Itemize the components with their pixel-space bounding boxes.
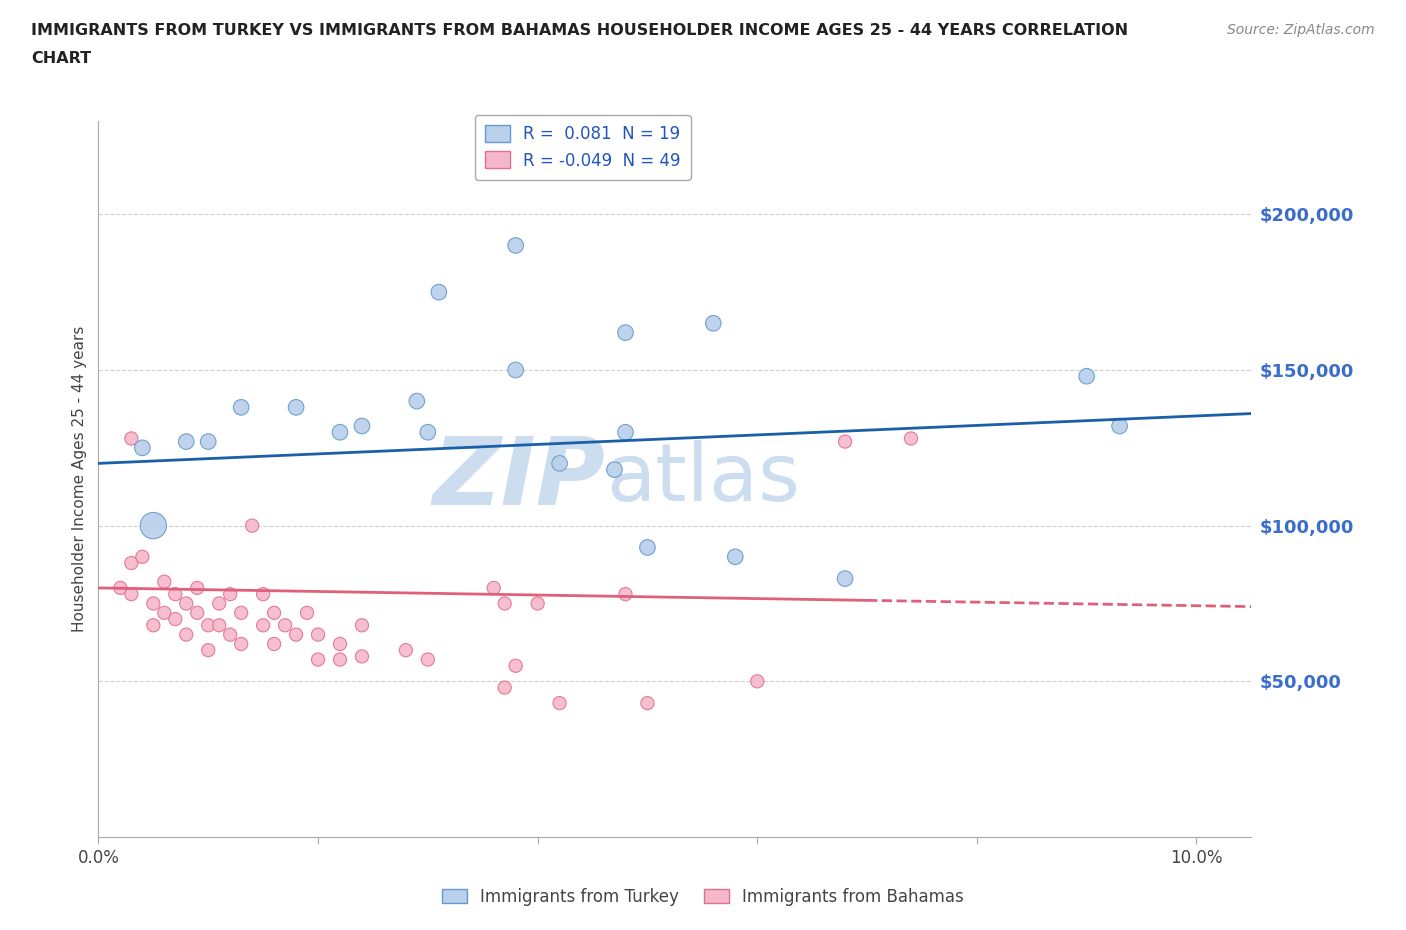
Point <box>1108 418 1130 433</box>
Text: Source: ZipAtlas.com: Source: ZipAtlas.com <box>1227 23 1375 37</box>
Point <box>110 580 132 595</box>
Point <box>295 605 318 620</box>
Point <box>307 627 329 642</box>
Point <box>636 696 658 711</box>
Point <box>186 605 208 620</box>
Point <box>482 580 505 595</box>
Point <box>274 618 297 632</box>
Point <box>329 636 352 651</box>
Point <box>120 555 142 570</box>
Point <box>142 618 165 632</box>
Point <box>1076 369 1098 384</box>
Point <box>505 238 527 253</box>
Point <box>329 652 352 667</box>
Point <box>197 643 219 658</box>
Point <box>197 618 219 632</box>
Legend: Immigrants from Turkey, Immigrants from Bahamas: Immigrants from Turkey, Immigrants from … <box>436 881 970 912</box>
Point <box>174 627 197 642</box>
Point <box>285 400 308 415</box>
Point <box>252 587 274 602</box>
Point <box>186 580 208 595</box>
Point <box>174 434 197 449</box>
Point <box>834 434 856 449</box>
Point <box>724 550 747 565</box>
Point <box>165 587 187 602</box>
Y-axis label: Householder Income Ages 25 - 44 years: Householder Income Ages 25 - 44 years <box>72 326 87 632</box>
Point <box>350 618 373 632</box>
Point <box>165 612 187 627</box>
Point <box>329 425 352 440</box>
Point <box>603 462 626 477</box>
Point <box>834 571 856 586</box>
Point <box>219 587 242 602</box>
Text: atlas: atlas <box>606 440 800 518</box>
Point <box>900 431 922 445</box>
Point <box>416 425 439 440</box>
Point <box>702 316 724 331</box>
Point <box>548 696 571 711</box>
Point <box>416 652 439 667</box>
Text: CHART: CHART <box>31 51 91 66</box>
Point <box>747 674 769 689</box>
Point <box>131 441 153 456</box>
Point <box>197 434 219 449</box>
Point <box>174 596 197 611</box>
Point <box>427 285 450 299</box>
Point <box>263 605 285 620</box>
Point <box>120 587 142 602</box>
Point <box>494 680 516 695</box>
Point <box>153 574 176 589</box>
Point <box>350 649 373 664</box>
Point <box>505 363 527 378</box>
Point <box>614 425 637 440</box>
Point <box>405 393 427 408</box>
Point <box>505 658 527 673</box>
Point <box>350 418 373 433</box>
Point <box>231 605 253 620</box>
Point <box>636 540 658 555</box>
Point <box>120 431 142 445</box>
Text: IMMIGRANTS FROM TURKEY VS IMMIGRANTS FROM BAHAMAS HOUSEHOLDER INCOME AGES 25 - 4: IMMIGRANTS FROM TURKEY VS IMMIGRANTS FRO… <box>31 23 1128 38</box>
Point <box>131 550 153 565</box>
Point <box>285 627 308 642</box>
Point <box>307 652 329 667</box>
Point <box>142 518 165 533</box>
Point <box>231 636 253 651</box>
Legend: R =  0.081  N = 19, R = -0.049  N = 49: R = 0.081 N = 19, R = -0.049 N = 49 <box>475 115 690 179</box>
Point <box>153 605 176 620</box>
Point <box>240 518 263 533</box>
Point <box>548 456 571 471</box>
Point <box>208 618 231 632</box>
Point <box>142 596 165 611</box>
Point <box>208 596 231 611</box>
Text: ZIP: ZIP <box>433 433 606 525</box>
Point <box>263 636 285 651</box>
Point <box>219 627 242 642</box>
Point <box>526 596 548 611</box>
Point <box>494 596 516 611</box>
Point <box>614 587 637 602</box>
Point <box>231 400 253 415</box>
Point <box>395 643 418 658</box>
Point <box>252 618 274 632</box>
Point <box>614 326 637 340</box>
